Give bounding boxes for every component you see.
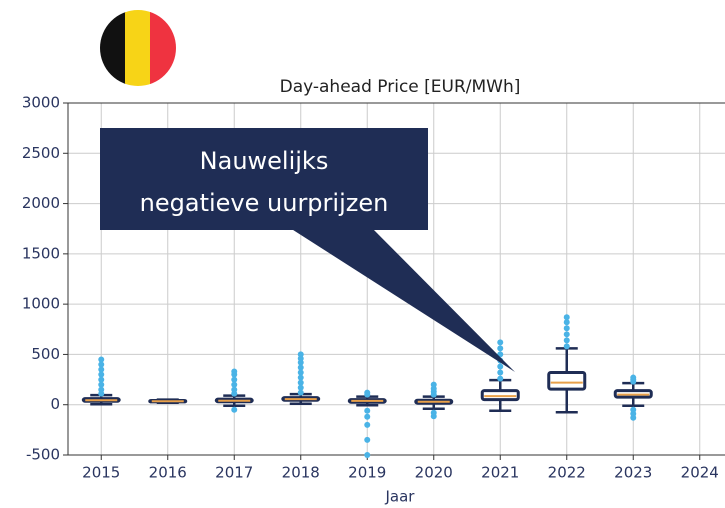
y-tick-label: 1000: [22, 295, 60, 313]
flier: [563, 319, 570, 326]
annotation: Nauwelijks negatieve uurprijzen: [100, 128, 515, 372]
flier: [297, 374, 304, 381]
flier: [364, 421, 371, 428]
axes-frame: [67, 102, 725, 456]
flier: [563, 343, 570, 350]
flier: [231, 368, 238, 375]
y-tick-label: 0: [50, 395, 60, 413]
x-tick-label: 2019: [348, 464, 386, 482]
y-tick-label: 2000: [22, 194, 60, 212]
flier: [364, 413, 371, 420]
flier: [98, 386, 105, 393]
chart-title: Day-ahead Price [EUR/MWh]: [280, 77, 521, 97]
x-tick-label: 2017: [215, 464, 253, 482]
annotation-pointer: [290, 228, 515, 372]
x-axis-label: Jaar: [385, 488, 416, 506]
annotation-box: [100, 128, 428, 230]
flier: [364, 436, 371, 443]
x-tick-label: 2016: [149, 464, 187, 482]
y-tick-label: 500: [31, 345, 60, 363]
flier: [563, 314, 570, 321]
flier: [297, 369, 304, 376]
x-tick-label: 2020: [415, 464, 453, 482]
flier: [497, 339, 504, 346]
x-tick-label: 2015: [82, 464, 120, 482]
flier: [98, 381, 105, 388]
x-tick-label: 2021: [481, 464, 519, 482]
flier: [98, 356, 105, 363]
flier: [364, 452, 371, 458]
flier: [98, 366, 105, 373]
annotation-text: Nauwelijks: [200, 147, 329, 175]
x-tick-label: 2024: [681, 464, 719, 482]
flier: [563, 337, 570, 344]
y-tick-label: 2500: [22, 144, 60, 162]
marks: [81, 314, 653, 458]
flier: [430, 409, 437, 416]
flier: [297, 379, 304, 386]
x-tick-label: 2018: [282, 464, 320, 482]
flier: [297, 351, 304, 358]
flier: [630, 406, 637, 413]
flier: [497, 363, 504, 370]
flier: [231, 376, 238, 383]
flier: [364, 389, 371, 396]
flier: [563, 325, 570, 332]
flier: [98, 376, 105, 383]
flier: [297, 389, 304, 396]
flier: [231, 386, 238, 393]
x-tick-label: 2022: [548, 464, 586, 482]
annotation-text: negatieve uurprijzen: [140, 189, 389, 217]
y-tick-label: 1500: [22, 244, 60, 262]
y-tick-label: -500: [26, 446, 60, 464]
x-tick-label: 2023: [614, 464, 652, 482]
box: [480, 389, 520, 402]
flier: [297, 384, 304, 391]
flier: [563, 331, 570, 338]
flier: [231, 381, 238, 388]
flier: [364, 407, 371, 414]
y-tick-label: 3000: [22, 94, 60, 112]
flier: [430, 381, 437, 388]
belgian-flag: [100, 10, 176, 86]
flier: [297, 364, 304, 371]
flier: [497, 375, 504, 382]
flier: [231, 406, 238, 413]
box: [547, 371, 587, 391]
flier: [630, 374, 637, 381]
flier: [497, 369, 504, 376]
flier: [98, 371, 105, 378]
flier: [98, 361, 105, 368]
flier: [497, 345, 504, 352]
